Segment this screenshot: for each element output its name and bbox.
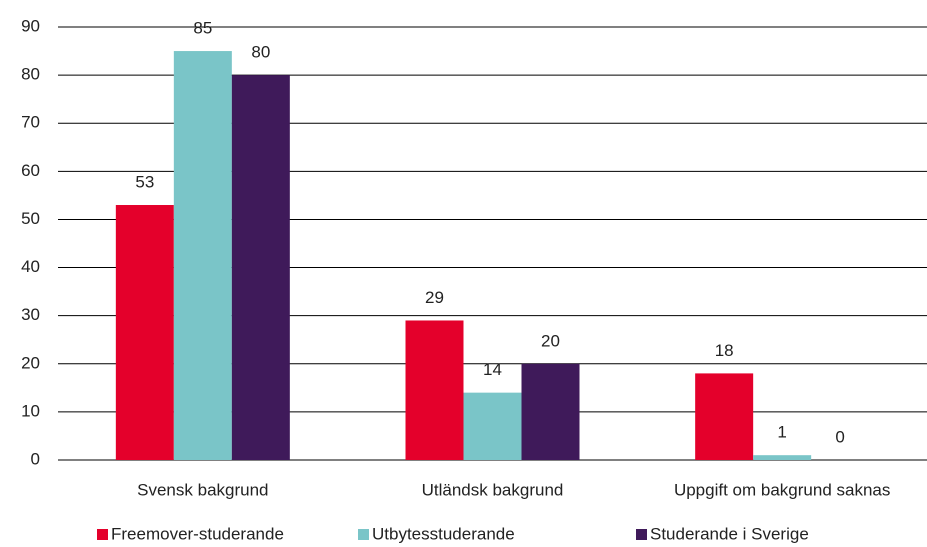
legend-label: Studerande i Sverige xyxy=(650,524,809,543)
bar xyxy=(753,455,812,460)
legend-swatch xyxy=(97,529,108,540)
value-label: 0 xyxy=(835,427,844,446)
bar xyxy=(463,392,522,460)
legend-swatch xyxy=(358,529,369,540)
y-tick-label: 70 xyxy=(21,113,40,132)
y-tick-label: 60 xyxy=(21,161,40,180)
value-label: 14 xyxy=(483,360,502,379)
x-tick-label: Svensk bakgrund xyxy=(137,480,268,499)
y-tick-label: 80 xyxy=(21,65,40,84)
y-tick-label: 20 xyxy=(21,353,40,372)
y-tick-label: 10 xyxy=(21,401,40,420)
y-tick-label: 40 xyxy=(21,257,40,276)
y-tick-label: 30 xyxy=(21,305,40,324)
y-tick-label: 50 xyxy=(21,209,40,228)
legend-swatch xyxy=(636,529,647,540)
y-tick-label: 90 xyxy=(21,16,40,35)
value-label: 20 xyxy=(541,331,560,350)
value-label: 53 xyxy=(135,172,154,191)
x-tick-label: Uppgift om bakgrund saknas xyxy=(674,480,890,499)
value-label: 85 xyxy=(193,19,212,38)
value-label: 80 xyxy=(251,43,270,62)
bar xyxy=(115,205,174,460)
bar xyxy=(405,320,464,460)
value-label: 1 xyxy=(777,423,786,442)
bar xyxy=(231,75,290,460)
x-tick-label: Utländsk bakgrund xyxy=(422,480,564,499)
bar xyxy=(521,363,580,460)
value-label: 29 xyxy=(425,288,444,307)
bar xyxy=(695,373,754,460)
value-label: 18 xyxy=(715,341,734,360)
legend-label: Freemover-studerande xyxy=(111,524,284,543)
legend-label: Utbytesstuderande xyxy=(372,524,515,543)
bar xyxy=(173,51,232,461)
y-tick-label: 0 xyxy=(31,449,40,468)
